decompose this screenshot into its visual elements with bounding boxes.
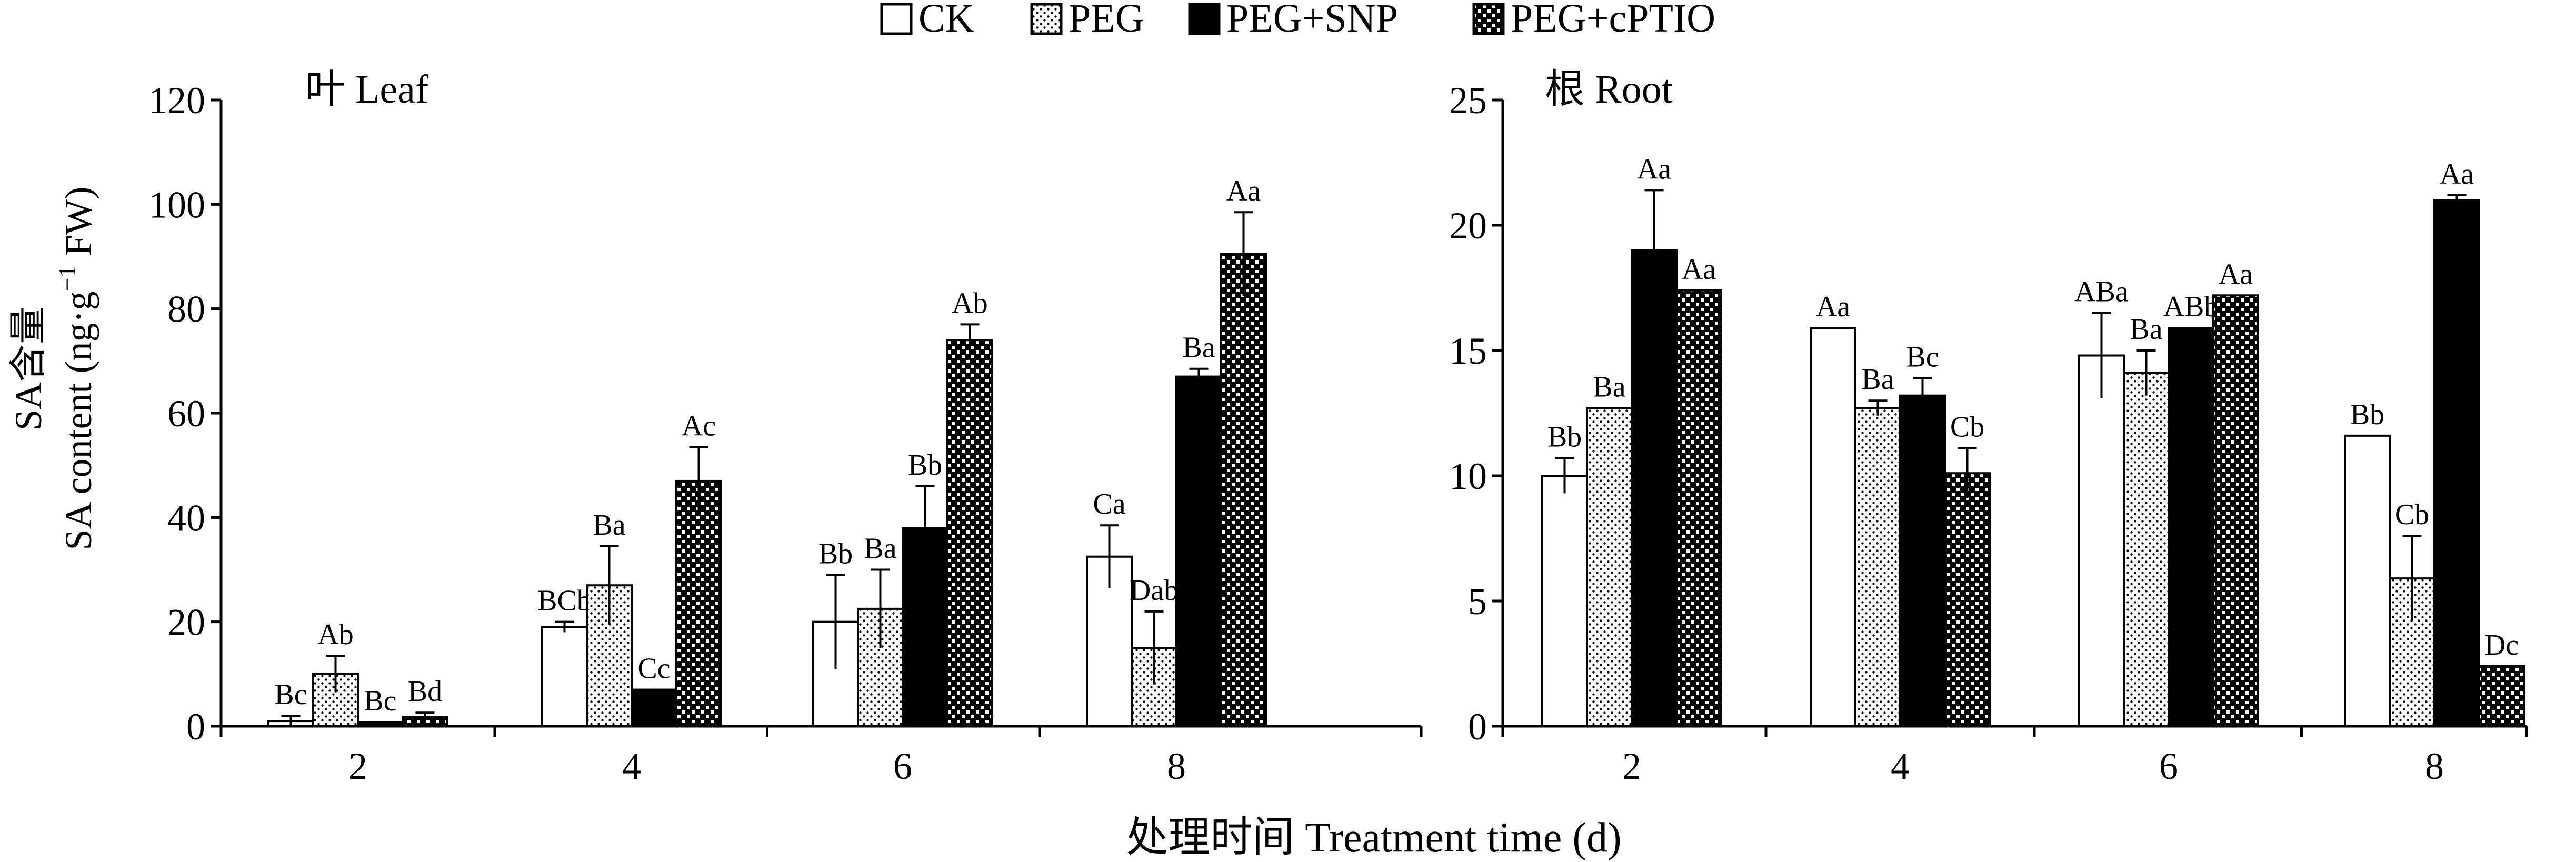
significance-label: Bc [364, 685, 396, 717]
y-tick-label: 20 [1449, 205, 1487, 247]
bar [357, 721, 404, 727]
significance-label: Ab [317, 618, 353, 651]
bar [1810, 327, 1856, 727]
y-tick-label: 120 [148, 79, 205, 122]
significance-label: Ba [864, 533, 896, 565]
significance-label: Bc [1906, 340, 1939, 373]
bar [541, 626, 588, 728]
x-tick-label: 2 [1622, 745, 1641, 787]
significance-label: Ba [1861, 363, 1894, 396]
significance-label: Aa [1637, 153, 1671, 185]
significance-label: Cc [637, 653, 670, 685]
legend-swatch-ck [880, 3, 913, 35]
significance-label: ABa [2074, 276, 2129, 308]
panel-title: 叶 Leaf [305, 67, 429, 112]
bar [1175, 375, 1222, 727]
y-tick-label: 20 [167, 602, 205, 644]
legend-swatch-peg-snp [1188, 3, 1221, 35]
x-tick-label: 4 [1891, 745, 1910, 787]
significance-label: Ba [593, 509, 625, 542]
bar [1541, 475, 1588, 727]
y-tick-label: 100 [148, 184, 205, 226]
bar [1944, 472, 1991, 727]
bar [1631, 249, 1678, 728]
y-axis-title-line2: SA content (ng·g−1 FW) [54, 187, 99, 550]
x-tick-label: 6 [893, 745, 912, 787]
legend-swatch-peg [1030, 3, 1063, 35]
legend-label-peg-cptio: PEG+cPTIO [1511, 0, 1715, 41]
x-tick-label: 8 [1167, 745, 1186, 787]
bar [1675, 289, 1722, 727]
bar [1586, 407, 1633, 727]
y-tick-label: 25 [1449, 79, 1487, 122]
panel-title: 根 Root [1545, 67, 1673, 112]
significance-label: ABb [2163, 290, 2219, 323]
significance-label: Bc [274, 678, 307, 711]
bar [1899, 394, 1946, 727]
y-tick-label: 5 [1468, 580, 1487, 623]
legend: CK PEG PEG+SNP PEG+cPTIO [880, 0, 1715, 41]
significance-label: Bd [408, 675, 442, 708]
bar [675, 479, 722, 728]
significance-label: Dc [2484, 629, 2519, 661]
significance-label: Aa [1682, 253, 1716, 286]
bar [2212, 294, 2259, 727]
bar [2123, 372, 2170, 727]
bar [902, 527, 948, 728]
bar [2478, 665, 2525, 728]
significance-label: Ab [952, 287, 987, 319]
x-axis-title: 处理时间 Treatment time (d) [1126, 815, 1621, 861]
bar [1220, 253, 1267, 727]
significance-label: Ba [1593, 370, 1625, 403]
significance-label: BCb [537, 585, 592, 617]
significance-label: Ba [2130, 313, 2162, 346]
significance-label: Cb [1950, 411, 1984, 444]
y-tick-label: 10 [1449, 455, 1487, 497]
bar [2168, 327, 2214, 727]
x-tick-label: 6 [2159, 745, 2178, 787]
significance-label: Aa [2440, 158, 2474, 191]
bar [631, 688, 677, 728]
x-tick-label: 8 [2425, 745, 2444, 787]
y-axis-title-line1: SA含量 [7, 306, 49, 430]
bar [2344, 434, 2391, 727]
significance-label: Aa [1226, 175, 1261, 207]
bar [1854, 407, 1901, 727]
x-tick-label: 2 [348, 745, 367, 787]
bar [946, 339, 993, 727]
significance-label: Bb [2350, 398, 2384, 431]
significance-label: Aa [2219, 258, 2253, 290]
legend-label-peg-snp: PEG+SNP [1226, 0, 1398, 41]
significance-label: Cb [2395, 498, 2429, 531]
significance-label: Dab [1130, 574, 1179, 607]
legend-swatch-peg-cptio [1472, 3, 1505, 35]
y-tick-label: 80 [167, 288, 205, 330]
y-tick-label: 15 [1449, 330, 1487, 372]
bar [2078, 354, 2125, 727]
bar [2433, 199, 2480, 727]
significance-label: Bb [818, 537, 853, 570]
significance-label: Bb [908, 449, 942, 482]
y-tick-label: 60 [167, 393, 205, 435]
significance-label: Aa [1816, 290, 1850, 323]
significance-label: Ca [1093, 488, 1125, 520]
significance-label: Bb [1547, 421, 1582, 454]
y-axis-title: SA含量 SA content (ng·g−1 FW) [7, 187, 99, 550]
panel-leaf: 0 20 40 60 80 100 120 2 4 6 8 叶 Leaf Bc Ab Bc Bd BCb Ba Cc… [148, 67, 1423, 787]
y-tick-label: 40 [167, 497, 205, 539]
x-tick-label: 4 [622, 745, 641, 787]
significance-label: Ac [682, 409, 716, 442]
legend-label-peg: PEG [1069, 0, 1144, 41]
legend-label-ck: CK [918, 0, 974, 41]
y-tick-label: 0 [186, 706, 205, 748]
significance-label: Ba [1182, 332, 1215, 364]
y-tick-label: 0 [1468, 706, 1487, 748]
